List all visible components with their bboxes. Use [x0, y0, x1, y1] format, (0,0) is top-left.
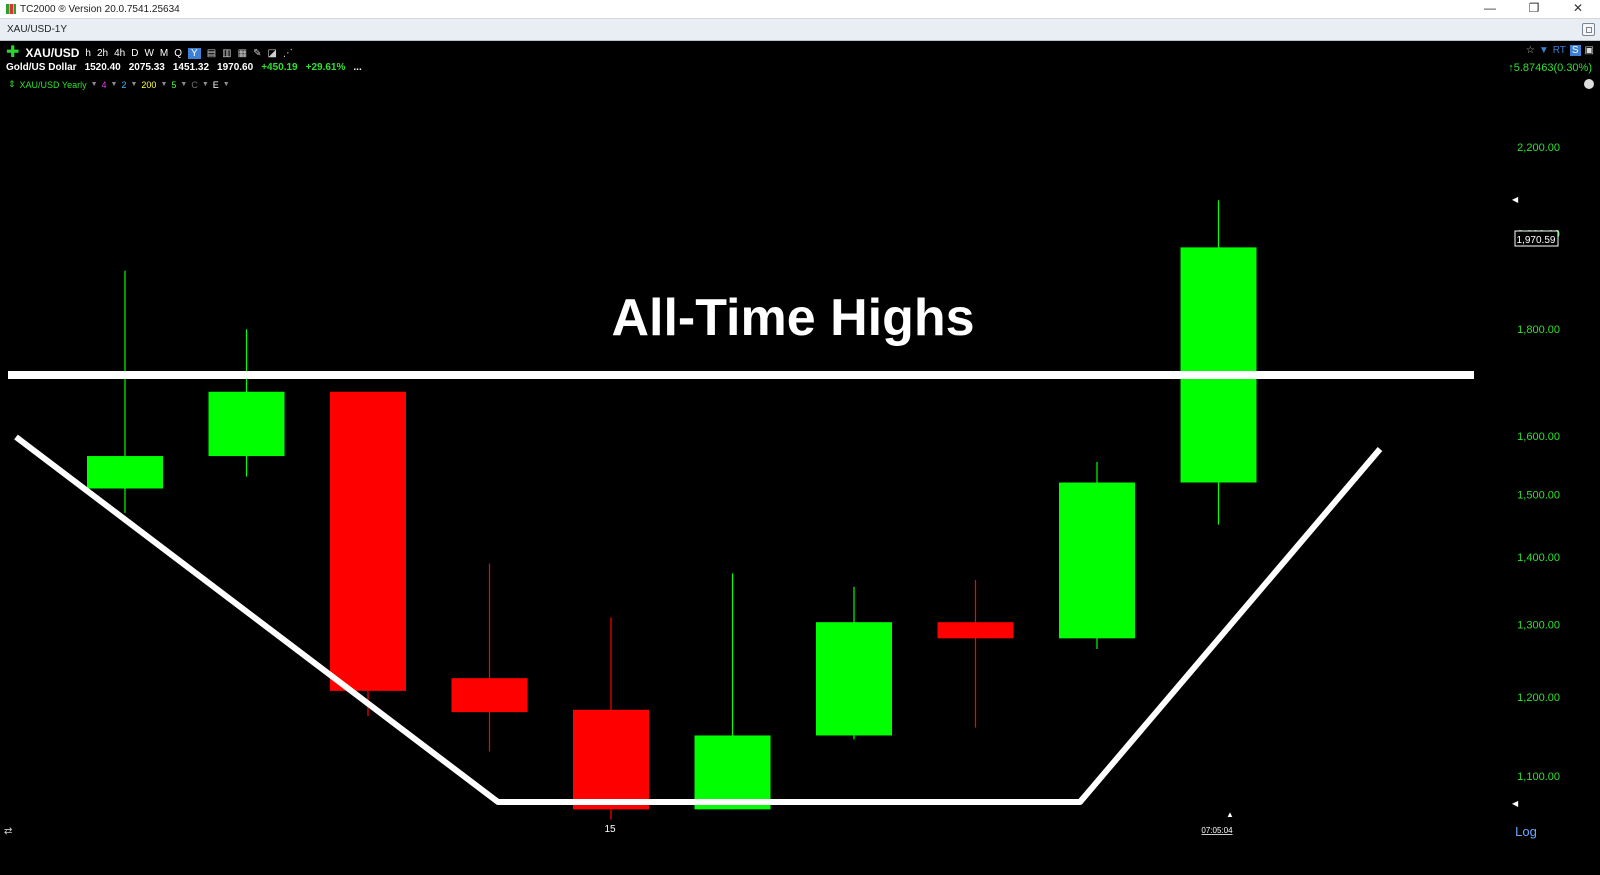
cup-pattern-line	[14, 434, 1383, 805]
indicator-param[interactable]: 5	[171, 79, 177, 90]
y-tick-label: 1,600.00	[1517, 431, 1560, 443]
net-change: ↑5.87463(0.30%)	[1508, 62, 1592, 74]
close-value: 1970.60	[217, 62, 254, 73]
open-value: 1520.40	[84, 62, 121, 73]
timeframe-2h[interactable]: 2h	[96, 47, 109, 59]
quote-row: Gold/US Dollar 1520.40 2075.33 1451.32 1…	[6, 62, 362, 73]
timeframe-h[interactable]: h	[85, 47, 91, 59]
instrument-name: Gold/US Dollar	[6, 62, 77, 73]
tab-strip: XAU/USD-1Y	[0, 19, 1600, 41]
candle-body	[937, 622, 1014, 639]
chart-panel[interactable]: ✚ XAU/USD h 2h 4h D W M Q Y ▤ ▥ ▦ ✎ ◪ ⋰ …	[0, 41, 1600, 875]
high-value: 2075.33	[128, 62, 165, 73]
window-title: TC2000 ® Version 20.0.7541.25634	[20, 3, 180, 15]
price-plot[interactable]: 2,200.002,000.001,800.001,600.001,500.00…	[0, 41, 1600, 875]
x-tick-label: 15	[604, 824, 616, 835]
share-icon[interactable]: ⋰	[282, 47, 293, 59]
chevron-down-icon[interactable]: ▼	[160, 81, 168, 88]
change-percent: +29.61%	[305, 62, 346, 73]
pencil-icon[interactable]: ✎	[253, 47, 262, 59]
chevron-down-icon[interactable]: ▼	[130, 81, 138, 88]
indicator-param[interactable]: 2	[121, 79, 127, 90]
add-symbol-icon[interactable]: ✚	[6, 44, 20, 61]
indicator-param[interactable]: E	[212, 79, 219, 90]
candle-body	[694, 735, 771, 810]
chart-title: All-Time Highs	[611, 289, 974, 347]
tc2000-app-icon	[6, 4, 16, 14]
settings-icon[interactable]	[1584, 79, 1594, 89]
indicator-row: ⇕ XAU/USD Yearly ▼ 4 ▼ 2 ▼ 200 ▼ 5 ▼ C ▼…	[8, 79, 230, 90]
y-tick-label: 1,800.00	[1517, 324, 1560, 336]
last-price-box	[1514, 230, 1559, 247]
timeframe-4h[interactable]: 4h	[114, 47, 126, 59]
window-title-bar: TC2000 ® Version 20.0.7541.25634 — ❐ ✕	[0, 0, 1600, 19]
window-controls: — ❐ ✕	[1468, 0, 1600, 18]
eraser-icon[interactable]: ◪	[267, 47, 277, 59]
scanner-icon[interactable]: S	[1569, 45, 1581, 56]
y-axis: 2,200.002,000.001,800.001,600.001,500.00…	[1512, 142, 1560, 808]
chevron-down-icon[interactable]: ▼	[180, 81, 188, 88]
low-value: 1451.32	[172, 62, 210, 73]
timeframe-m[interactable]: M	[159, 47, 169, 59]
timeframe-w[interactable]: W	[144, 47, 154, 59]
symbol-label[interactable]: XAU/USD	[25, 46, 80, 60]
bar-chart-icon[interactable]: ▥	[222, 47, 232, 59]
sync-icon: ⇄	[4, 826, 12, 837]
chevron-down-icon[interactable]: ▼	[90, 81, 98, 88]
y-tick-label: 1,200.00	[1517, 692, 1560, 704]
drawing-overlays	[8, 371, 1474, 805]
close-button[interactable]: ✕	[1572, 1, 1584, 15]
indicator-param[interactable]: 4	[101, 79, 107, 90]
rt-icon[interactable]: RT	[1552, 45, 1566, 56]
more-indicator[interactable]: ...	[353, 62, 362, 73]
chevron-down-icon[interactable]: ▼	[110, 81, 118, 88]
filter-icon[interactable]: ▼	[1538, 45, 1549, 56]
chevron-down-icon[interactable]: ▼	[222, 81, 230, 88]
tab-xau-usd-1y[interactable]: XAU/USD-1Y	[7, 24, 68, 35]
y-tick-label: 1,400.00	[1517, 552, 1560, 564]
restore-layout-icon[interactable]	[1582, 23, 1595, 36]
y-tick-label: 2,200.00	[1517, 142, 1560, 154]
timeframe-y[interactable]: Y	[188, 47, 201, 59]
indicator-label[interactable]: XAU/USD Yearly	[19, 79, 87, 90]
drag-handle-icon[interactable]: ⇕	[8, 79, 16, 89]
last-price-label: 1,970.59	[1517, 235, 1556, 246]
price-pointer-icon: ◀	[1512, 799, 1519, 808]
price-pointer-icon: ◀	[1512, 195, 1519, 204]
time-marker-icon: ▲	[1226, 810, 1234, 819]
candle-body	[1180, 247, 1257, 483]
star-icon[interactable]: ☆	[1525, 45, 1535, 56]
chevron-down-icon[interactable]: ▼	[201, 81, 209, 88]
y-tick-label: 1,100.00	[1517, 771, 1560, 783]
time-label: 07:05:04	[1201, 826, 1233, 835]
chart-type-icon[interactable]: ▤	[206, 47, 217, 59]
minimize-button[interactable]: —	[1484, 1, 1496, 15]
restore-button[interactable]: ❐	[1528, 1, 1540, 15]
chart-corner-icons: ☆ ▼ RT S ▣	[1526, 45, 1594, 56]
chart-toolbar: ✚ XAU/USD h 2h 4h D W M Q Y ▤ ▥ ▦ ✎ ◪ ⋰	[6, 44, 293, 61]
candle-body	[330, 391, 406, 691]
candle-body	[208, 391, 285, 457]
candle-body	[87, 456, 163, 489]
indicator-param[interactable]: 200	[141, 79, 157, 90]
grid-icon[interactable]: ▦	[237, 47, 248, 59]
y-tick-label: 1,500.00	[1517, 490, 1560, 502]
candle-body	[451, 678, 528, 713]
candle-body	[816, 622, 892, 736]
save-icon[interactable]: ▣	[1584, 45, 1594, 56]
indicator-param[interactable]: C	[191, 79, 198, 90]
timeframe-q[interactable]: Q	[174, 47, 183, 59]
log-scale-label: Log	[1515, 824, 1537, 839]
candles-group	[87, 200, 1257, 820]
timeframe-d[interactable]: D	[131, 47, 139, 59]
y-tick-label: 1,300.00	[1517, 619, 1560, 631]
change-value: +450.19	[261, 62, 298, 73]
candle-body	[1059, 482, 1135, 639]
candle-body	[573, 709, 649, 810]
